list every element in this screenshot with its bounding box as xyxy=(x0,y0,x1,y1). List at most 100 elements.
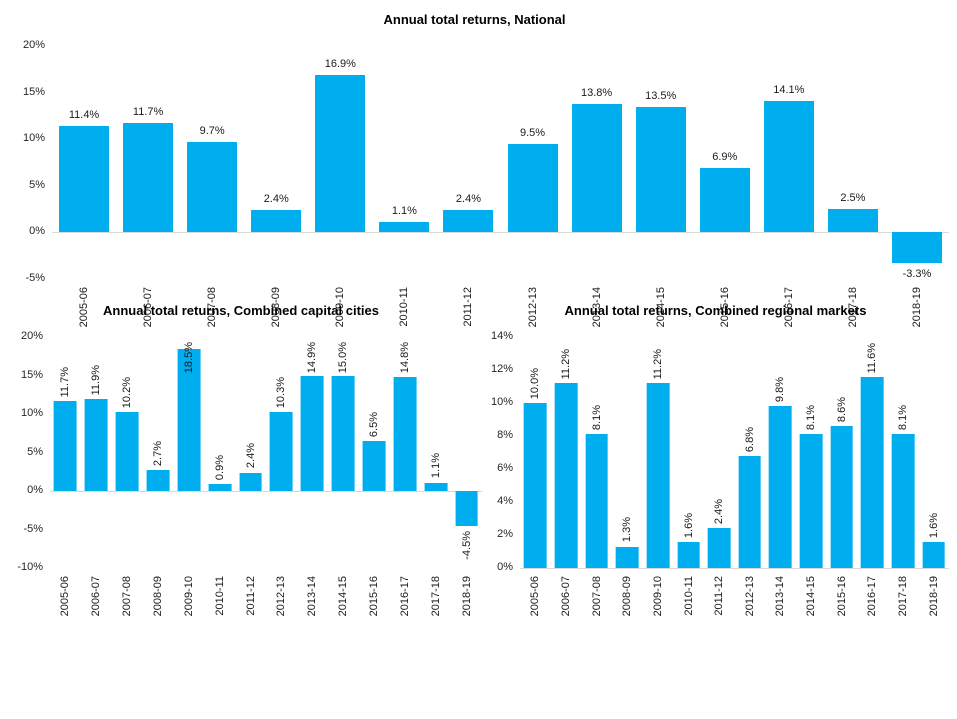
value-label: 13.5% xyxy=(645,89,677,102)
value-label: -4.5% xyxy=(460,530,473,560)
value-label: 14.8% xyxy=(398,341,411,374)
bar xyxy=(146,470,170,491)
value-label: 14.1% xyxy=(773,83,805,96)
y-axis-tick-label: -10% xyxy=(17,561,43,573)
y-axis-tick-label: 20% xyxy=(20,330,43,342)
bar xyxy=(763,100,814,233)
x-axis-tick-label: 2016-17 xyxy=(398,576,411,617)
bar xyxy=(54,400,77,491)
chart-body: 20% 15% 10% 5% 0% -5% 11.4% 2005-06 11.7% 2006-0… xyxy=(0,39,949,327)
bar xyxy=(585,434,608,568)
y-axis-tick-label: -5% xyxy=(23,522,43,535)
chart-title-capital-cities: Annual total returns, Combined capital c… xyxy=(103,303,379,318)
value-label: 9.8% xyxy=(774,377,787,403)
x-axis-tick-label: 2008-09 xyxy=(621,576,634,617)
y-axis: 20% 15% 10% 5% 0% -5% xyxy=(0,39,52,284)
value-label: 8.1% xyxy=(897,405,910,431)
value-label: 2.4% xyxy=(263,193,289,206)
bar xyxy=(239,472,262,491)
y-axis-tick-label: 10% xyxy=(20,407,43,419)
bar xyxy=(554,383,578,568)
x-axis-tick-label: 2006-07 xyxy=(90,576,103,617)
bar xyxy=(208,484,232,491)
value-label: 8.1% xyxy=(805,405,818,431)
y-axis-tick-label: 2% xyxy=(497,528,513,540)
x-axis-tick-label: 2011-12 xyxy=(713,576,726,616)
value-label: 18.5% xyxy=(182,341,195,373)
x-axis-tick-label: 2007-08 xyxy=(590,576,603,617)
bar xyxy=(507,143,558,233)
value-label: 10.3% xyxy=(275,376,288,408)
y-axis-tick-label: 10% xyxy=(22,132,45,145)
x-axis-tick-label: 2017-18 xyxy=(897,576,910,617)
chart-title-regional-markets: Annual total returns, Combined regional … xyxy=(564,303,867,318)
bar xyxy=(379,222,430,233)
value-label: 11.4% xyxy=(68,109,100,122)
value-label: 11.7% xyxy=(59,366,72,397)
x-axis-tick-label: 2014-15 xyxy=(805,576,818,617)
x-axis-tick-label: 2012-13 xyxy=(743,576,756,617)
value-label: 0.9% xyxy=(213,455,226,481)
bar xyxy=(646,383,670,568)
plot-area: 10.0% 2005-06 11.2% 2006-07 8.1% 2007-08 1.3% 2… xyxy=(520,337,949,616)
x-axis-tick-label: 2010-11 xyxy=(213,576,226,616)
y-axis-tick-label: 5% xyxy=(27,445,43,458)
value-label: 10.2% xyxy=(121,377,134,409)
x-axis-tick-label: 2016-17 xyxy=(866,576,879,617)
value-label: 6.9% xyxy=(712,151,738,164)
bar xyxy=(827,209,878,233)
bar xyxy=(84,399,108,491)
bar xyxy=(571,103,622,233)
y-axis-tick-label: 0% xyxy=(497,561,513,573)
value-label: 2.4% xyxy=(244,443,257,469)
value-label: 1.1% xyxy=(429,453,442,479)
bar xyxy=(393,377,417,491)
x-axis-tick-label: 2008-09 xyxy=(152,576,164,617)
x-axis-tick-label: 2018-19 xyxy=(460,576,473,617)
y-axis-tick-label: 5% xyxy=(29,178,45,191)
x-axis-tick-label: 2013-14 xyxy=(774,576,787,617)
bar xyxy=(677,541,700,568)
y-axis-tick-label: 14% xyxy=(490,330,513,342)
value-label: 1.3% xyxy=(621,517,634,543)
bar xyxy=(123,123,174,233)
value-label: 9.5% xyxy=(519,126,546,139)
y-axis-tick-label: 12% xyxy=(490,363,513,375)
x-axis-tick-label: 2009-10 xyxy=(651,576,664,617)
zero-axis-line xyxy=(52,232,949,234)
value-label: 11.9% xyxy=(90,365,103,396)
zero-axis-line xyxy=(520,568,949,569)
value-label: 13.8% xyxy=(580,86,613,99)
bar xyxy=(922,541,946,568)
bar xyxy=(59,126,110,233)
chart-body: 20% 15% 10% 5% 0% -5% -10% 11.7% 2005-06 11.9% 20… xyxy=(0,330,482,616)
value-label: 11.7% xyxy=(132,106,164,119)
y-axis: 14% 12% 10% 8% 6% 4% 2% 0% xyxy=(482,330,520,573)
value-label: 2.5% xyxy=(840,192,866,205)
y-axis: 20% 15% 10% 5% 0% -5% -10% xyxy=(0,330,50,573)
bar xyxy=(251,210,302,233)
bar xyxy=(769,406,792,568)
bar xyxy=(699,168,750,233)
x-axis-tick-label: 2015-16 xyxy=(368,576,380,617)
chart-capital-cities: Annual total returns, Combined capital c… xyxy=(0,303,482,616)
bar xyxy=(362,440,386,491)
y-axis-tick-label: 20% xyxy=(22,39,45,51)
bar xyxy=(115,412,139,491)
bar xyxy=(861,376,884,568)
chart-title-national: Annual total returns, National xyxy=(383,12,566,27)
value-label: 14.9% xyxy=(306,341,319,373)
bar xyxy=(830,426,854,568)
bar xyxy=(300,376,324,491)
bar xyxy=(331,375,355,491)
value-label: 10.0% xyxy=(529,367,542,399)
bar xyxy=(187,141,238,233)
value-label: 1.1% xyxy=(391,205,417,218)
y-axis-tick-label: -5% xyxy=(25,272,45,284)
x-axis-tick-label: 2012-13 xyxy=(275,576,288,617)
y-axis-tick-label: 15% xyxy=(22,85,45,98)
bar xyxy=(177,348,201,491)
bar xyxy=(738,455,762,568)
x-axis-tick-label: 2005-06 xyxy=(529,576,542,617)
